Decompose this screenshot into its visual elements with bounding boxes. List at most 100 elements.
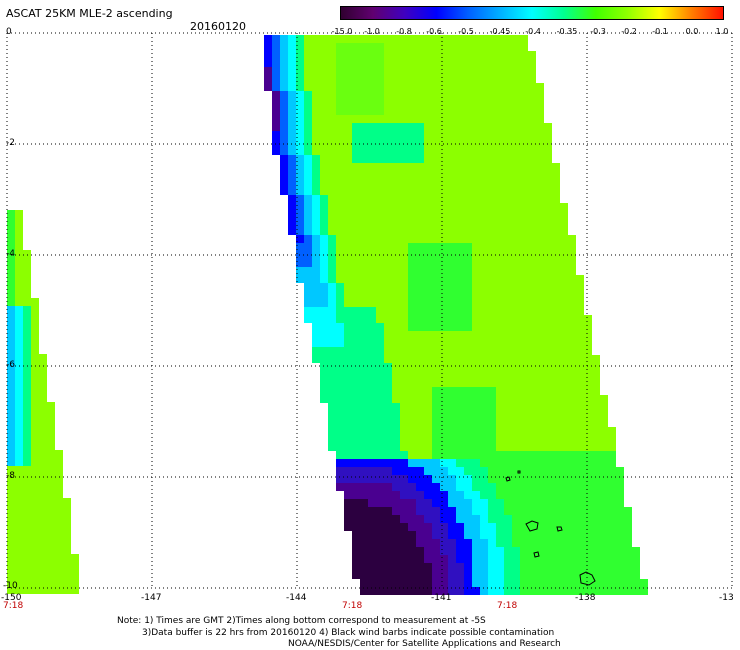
swath-cell [352,475,360,483]
swath-cell [456,227,464,235]
swath-cell [512,419,520,427]
swath-cell [15,442,23,450]
swath-cell [552,579,560,587]
time-label: 7:18 [3,601,24,611]
swath-cell [384,507,392,515]
swath-cell [544,339,552,347]
swath-cell [520,195,528,203]
swath-cell [368,499,376,507]
swath-cell [336,371,344,379]
swath-cell [472,107,480,115]
swath-cell [63,522,71,530]
swath-cell [416,155,424,163]
swath-cell [528,339,536,347]
swath-cell [360,51,368,59]
swath-cell [400,179,408,187]
swath-cell [376,507,384,515]
swath-cell [528,491,536,499]
swath-cell [496,363,504,371]
swath-cell [328,259,336,267]
swath-cell [496,107,504,115]
swath-cell [512,91,520,99]
swath-cell [480,139,488,147]
swath-cell [360,219,368,227]
swath-cell [560,579,568,587]
swath-cell [456,291,464,299]
swath-cell [280,147,288,155]
swath-cell [296,163,304,171]
swath-cell [7,402,15,410]
swath-cell [31,570,39,578]
swath-cell [568,539,576,547]
swath-cell [368,531,376,539]
swath-cell [408,243,416,251]
swath-cell [312,307,320,315]
swath-cell [15,242,23,250]
swath-cell [384,403,392,411]
swath-cell [424,163,432,171]
swath-cell [288,195,296,203]
swath-cell [504,523,512,531]
swath-cell [352,363,360,371]
swath-cell [464,339,472,347]
swath-cell [456,467,464,475]
swath-cell [344,411,352,419]
swath-cell [504,155,512,163]
swath-cell [304,315,312,323]
swath-cell [328,155,336,163]
swath-cell [400,331,408,339]
swath-cell [504,91,512,99]
swath-cell [456,371,464,379]
swath-cell [472,43,480,51]
swath-cell [352,355,360,363]
swath-cell [304,187,312,195]
swath-cell [512,371,520,379]
swath-cell [320,283,328,291]
swath-cell [456,235,464,243]
swath-cell [432,35,440,43]
swath-cell [368,131,376,139]
swath-cell [288,147,296,155]
x-tick-label: -141 [431,593,452,603]
swath-cell [23,258,31,266]
swath-cell [608,443,616,451]
swath-cell [512,491,520,499]
swath-cell [360,531,368,539]
swath-cell [376,187,384,195]
swath-cell [280,99,288,107]
swath-cell [568,259,576,267]
swath-cell [448,371,456,379]
swath-cell [280,107,288,115]
swath-cell [23,458,31,466]
swath-cell [408,371,416,379]
swath-cell [384,131,392,139]
swath-cell [344,523,352,531]
swath-cell [440,195,448,203]
swath-cell [336,59,344,67]
swath-cell [408,411,416,419]
swath-cell [280,59,288,67]
swath-cell [384,139,392,147]
swath-cell [496,123,504,131]
swath-cell [392,427,400,435]
swath-cell [15,394,23,402]
swath-cell [552,547,560,555]
swath-cell [464,307,472,315]
swath-cell [496,299,504,307]
swath-cell [368,35,376,43]
swath-cell [520,43,528,51]
swath-cell [632,579,640,587]
swath-cell [376,411,384,419]
swath-cell [440,443,448,451]
swath-cell [336,99,344,107]
swath-cell [504,499,512,507]
swath-cell [376,579,384,587]
swath-cell [552,179,560,187]
swath-cell [296,203,304,211]
swath-cell [584,531,592,539]
swath-cell [536,571,544,579]
swath-cell [288,107,296,115]
swath-cell [464,211,472,219]
swath-cell [416,59,424,67]
swath-cell [472,347,480,355]
